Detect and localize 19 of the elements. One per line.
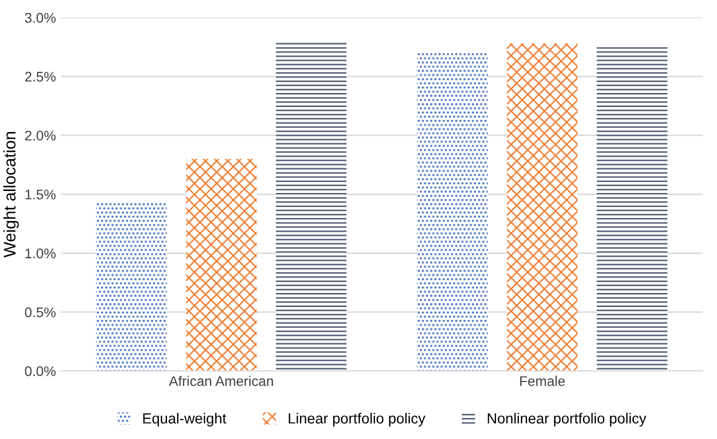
y-tick-label: 0.5% bbox=[24, 307, 56, 318]
y-tick-label: 2.5% bbox=[25, 72, 56, 82]
bar bbox=[506, 43, 578, 371]
bar bbox=[186, 158, 257, 371]
bar bbox=[596, 46, 668, 371]
y-tick-label: 3.0% bbox=[24, 12, 56, 23]
legend-label: Equal-weight bbox=[143, 412, 226, 426]
legend-label: Nonlinear portfolio policy bbox=[488, 412, 646, 426]
x-tick-label: Female bbox=[520, 376, 565, 386]
y-tick-label: 0.0% bbox=[24, 366, 56, 376]
y-tick-label: 1.5% bbox=[25, 190, 56, 200]
x-tick-label: African American bbox=[168, 376, 273, 386]
bar bbox=[417, 52, 488, 371]
legend-label: Linear portfolio policy bbox=[288, 412, 426, 426]
y-tick-label: 2.0% bbox=[25, 130, 56, 141]
y-axis-title: Weight allocation bbox=[3, 132, 19, 258]
bar bbox=[276, 42, 347, 371]
y-tick-label: 1.0% bbox=[25, 248, 56, 258]
bar bbox=[96, 202, 167, 371]
